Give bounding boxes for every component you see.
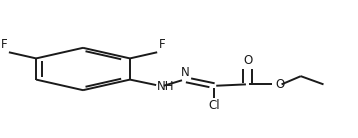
Text: O: O <box>243 54 252 67</box>
Text: Cl: Cl <box>209 99 220 112</box>
Text: N: N <box>180 66 189 79</box>
Text: NH: NH <box>157 80 174 93</box>
Text: O: O <box>275 78 284 91</box>
Text: F: F <box>159 38 165 51</box>
Text: F: F <box>1 38 7 51</box>
